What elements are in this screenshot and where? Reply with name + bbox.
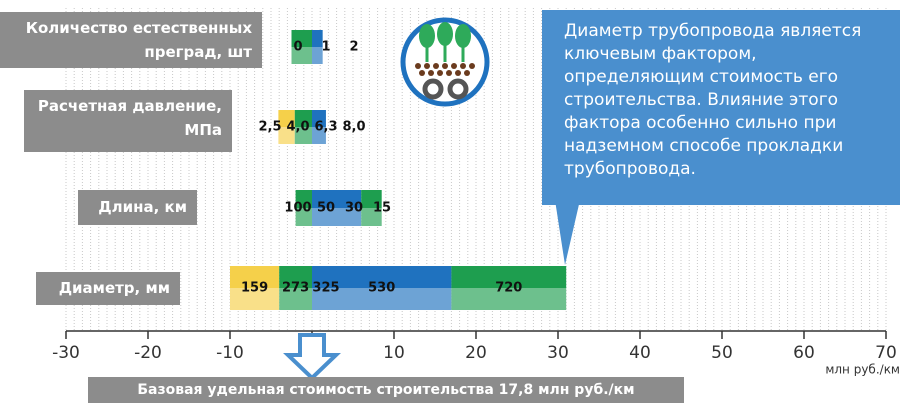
row-label: Количество естественных преград, шт (0, 12, 262, 68)
segment-label: 273 (282, 281, 309, 296)
segment-label: 720 (495, 281, 522, 296)
segment-label: 530 (368, 281, 395, 296)
x-tick-label: -10 (216, 343, 244, 363)
base-label: 6,3 (314, 120, 337, 135)
icon (403, 20, 487, 104)
x-unit: млн руб./км (825, 363, 900, 377)
segment-label: 2,5 (258, 120, 281, 135)
x-tick-label: 40 (629, 343, 651, 363)
callout-pointer (555, 200, 580, 265)
row-label: Расчетная давление, МПа (24, 90, 232, 152)
base-label: 325 (312, 281, 339, 296)
callout: Диаметр трубопровода является ключевым ф… (542, 10, 900, 205)
x-tick-label: -30 (52, 343, 80, 363)
x-tick-label: 50 (711, 343, 733, 363)
x-tick-label: -20 (134, 343, 162, 363)
base-label: 1 (321, 40, 330, 55)
segment-label: 100 (284, 201, 311, 216)
segment-label: 4,0 (286, 120, 309, 135)
segment-label: 15 (373, 201, 391, 216)
base-arrow (288, 335, 336, 378)
x-tick-label: 10 (383, 343, 405, 363)
x-tick-label: 30 (547, 343, 569, 363)
segment-label: 159 (241, 281, 268, 296)
segment-label: 0 (293, 40, 302, 55)
segment-label: 8,0 (342, 120, 365, 135)
x-tick-label: 60 (793, 343, 815, 363)
infographic: -30-20-10010203040506070млн руб./км1206,… (0, 0, 906, 406)
base-label: 50 (317, 201, 335, 216)
x-tick-label: 20 (465, 343, 487, 363)
segment-label: 30 (345, 201, 363, 216)
base-note: Базовая удельная стоимость строительства… (88, 377, 684, 403)
x-tick-label: 70 (875, 343, 897, 363)
segment-label: 2 (349, 40, 358, 55)
row-label: Длина, км (78, 190, 197, 225)
row-label: Диаметр, мм (36, 272, 180, 305)
